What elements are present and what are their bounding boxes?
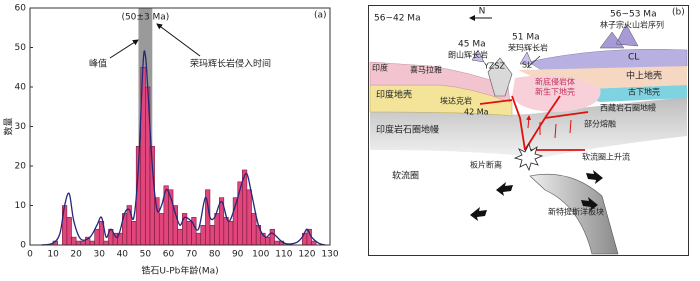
bar — [209, 225, 215, 246]
annotation-arrow — [156, 23, 201, 57]
bar — [71, 236, 77, 246]
label: SL — [522, 61, 532, 70]
bar — [269, 228, 275, 246]
x-tick-label: 60 — [163, 250, 175, 260]
label: 45 Ma — [458, 40, 486, 50]
panel-label: (b) — [672, 8, 685, 18]
bar — [112, 232, 118, 246]
bar — [246, 189, 252, 246]
bar — [228, 221, 234, 246]
flow-arrow — [470, 170, 603, 221]
label: 古下地壳 — [628, 87, 660, 97]
label: 新底侵岩体 — [535, 77, 575, 87]
panel-a: 0 10 20 30 40 50 60 70 80 90 100 110 120 130 0 10 20 30 40… — [3, 4, 339, 277]
x-tick-label: 100 — [252, 250, 269, 260]
bar — [200, 225, 206, 246]
x-tick-label: 50 — [140, 250, 152, 260]
melt-arrow — [528, 116, 572, 139]
label: YZSZ — [483, 62, 505, 71]
bar — [80, 240, 86, 246]
y-tick-label: 20 — [15, 162, 27, 172]
density-curve — [41, 50, 326, 246]
bar — [251, 213, 257, 246]
volcano — [599, 23, 639, 49]
volcanic-layer — [527, 48, 688, 73]
underplate-body — [512, 75, 601, 112]
x-tick-label: 0 — [27, 250, 33, 260]
label: 埃达克岩 — [440, 96, 472, 106]
label: 中上地壳 — [626, 70, 662, 82]
bar — [103, 240, 109, 246]
bar — [214, 213, 220, 246]
breakoff-burst — [513, 142, 544, 172]
bar — [186, 221, 192, 246]
label: 林子宗火山岩序列 — [600, 20, 664, 30]
label: 荣玛辉长岩 — [508, 43, 548, 53]
bar — [75, 240, 82, 246]
label: CL — [628, 53, 639, 63]
annotation: 荣玛辉长岩侵入时间 — [190, 58, 271, 70]
bar — [131, 221, 137, 246]
y-tick-label: 30 — [15, 122, 27, 132]
annotation: (50±3 Ma) — [121, 13, 169, 23]
x-tick-label: 10 — [47, 250, 59, 260]
x-tick-label: 40 — [117, 250, 129, 260]
label: 软流圈上升流 — [582, 152, 630, 162]
annotation: 峰值 — [89, 58, 107, 70]
bar — [158, 213, 165, 246]
label: 软流圈 — [392, 170, 419, 182]
x-tick-label: 20 — [70, 250, 82, 260]
y-tick-label: 60 — [15, 4, 27, 14]
suture-zone — [487, 57, 513, 97]
y-tick-label: 10 — [15, 201, 27, 211]
x-tick-label: 110 — [275, 250, 292, 260]
label: 喜马拉雅 — [410, 65, 442, 75]
label: 印度 — [372, 63, 388, 73]
label: 新特提斯洋板块 — [548, 207, 604, 217]
x-tick-label: 120 — [298, 250, 315, 260]
label: 印度岩石圈地幔 — [376, 124, 439, 136]
panel-b: (b) 56~42 Ma N 56~53 Ma 林子宗火山岩序列 45 Ma 朗… — [368, 5, 689, 256]
label: 42 Ma — [464, 108, 489, 117]
label: N — [479, 7, 486, 17]
label: 印度地壳 — [376, 89, 412, 101]
bar — [89, 240, 95, 246]
x-tick-label: 70 — [186, 250, 198, 260]
bar — [274, 240, 280, 246]
x-tick-label: 80 — [209, 250, 221, 260]
x-tick-label: 30 — [94, 250, 106, 260]
label: 51 Ma — [512, 33, 540, 43]
label: 部分熔融 — [584, 119, 616, 129]
x-axis-label: 锆石U-Pb年龄(Ma) — [141, 265, 218, 277]
plot-frame — [29, 7, 331, 246]
bar — [265, 236, 271, 246]
bar — [154, 197, 160, 246]
label: 56~42 Ma — [374, 14, 421, 24]
bar — [195, 232, 202, 246]
y-tick-label: 0 — [20, 241, 26, 251]
intrusion — [471, 49, 533, 65]
magma-pathway — [479, 95, 589, 151]
x-tick-label: 90 — [232, 250, 244, 260]
bar — [66, 217, 72, 246]
label: 新生下地壳 — [535, 87, 575, 97]
label: 板片断离 — [470, 160, 502, 170]
x-tick-label: 130 — [321, 250, 338, 260]
y-tick-label: 50 — [15, 43, 27, 53]
bar — [94, 228, 100, 246]
label: 56~53 Ma — [610, 10, 657, 20]
y-tick-label: 40 — [15, 83, 27, 93]
label: 朗山辉长岩 — [448, 50, 488, 60]
y-axis-label: 数量 — [3, 117, 15, 135]
leader-line — [526, 55, 541, 69]
panel-label: (a) — [314, 11, 327, 21]
oceanic-slab — [529, 173, 619, 255]
bar — [177, 228, 183, 246]
label: 西藏岩石圈地幔 — [600, 103, 656, 113]
himalaya-layer — [369, 61, 511, 103]
annotation-arrow — [109, 39, 139, 59]
